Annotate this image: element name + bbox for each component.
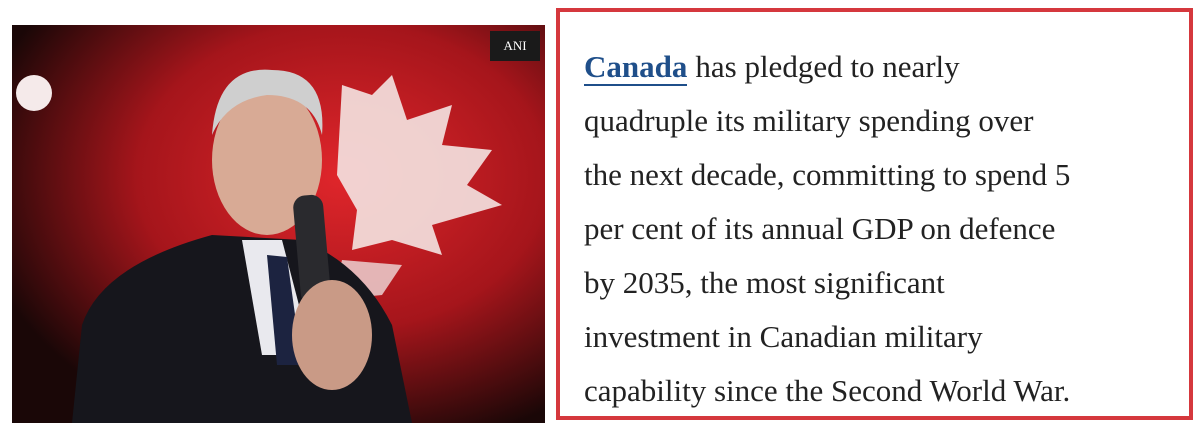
text-line: capability since the Second World War.	[584, 373, 1071, 408]
article-photo	[12, 25, 545, 423]
text-line: quadruple its military spending over	[584, 103, 1034, 138]
text-line: Canada has pledged to nearly	[584, 40, 1070, 94]
image-credit: ANI	[490, 31, 540, 61]
article-paragraph: Canada has pledged to nearly quadruple it…	[584, 40, 1070, 418]
text-line: the next decade, committing to spend 5	[584, 157, 1071, 192]
highlight-box: Canada has pledged to nearly quadruple it…	[556, 8, 1193, 420]
text-line: by 2035, the most significant	[584, 265, 945, 300]
text-fragment: has pledged to nearly	[695, 49, 960, 84]
text-line: per cent of its annual GDP on defence	[584, 211, 1056, 246]
country-link[interactable]: Canada	[584, 49, 688, 86]
text-line: investment in Canadian military	[584, 319, 983, 354]
